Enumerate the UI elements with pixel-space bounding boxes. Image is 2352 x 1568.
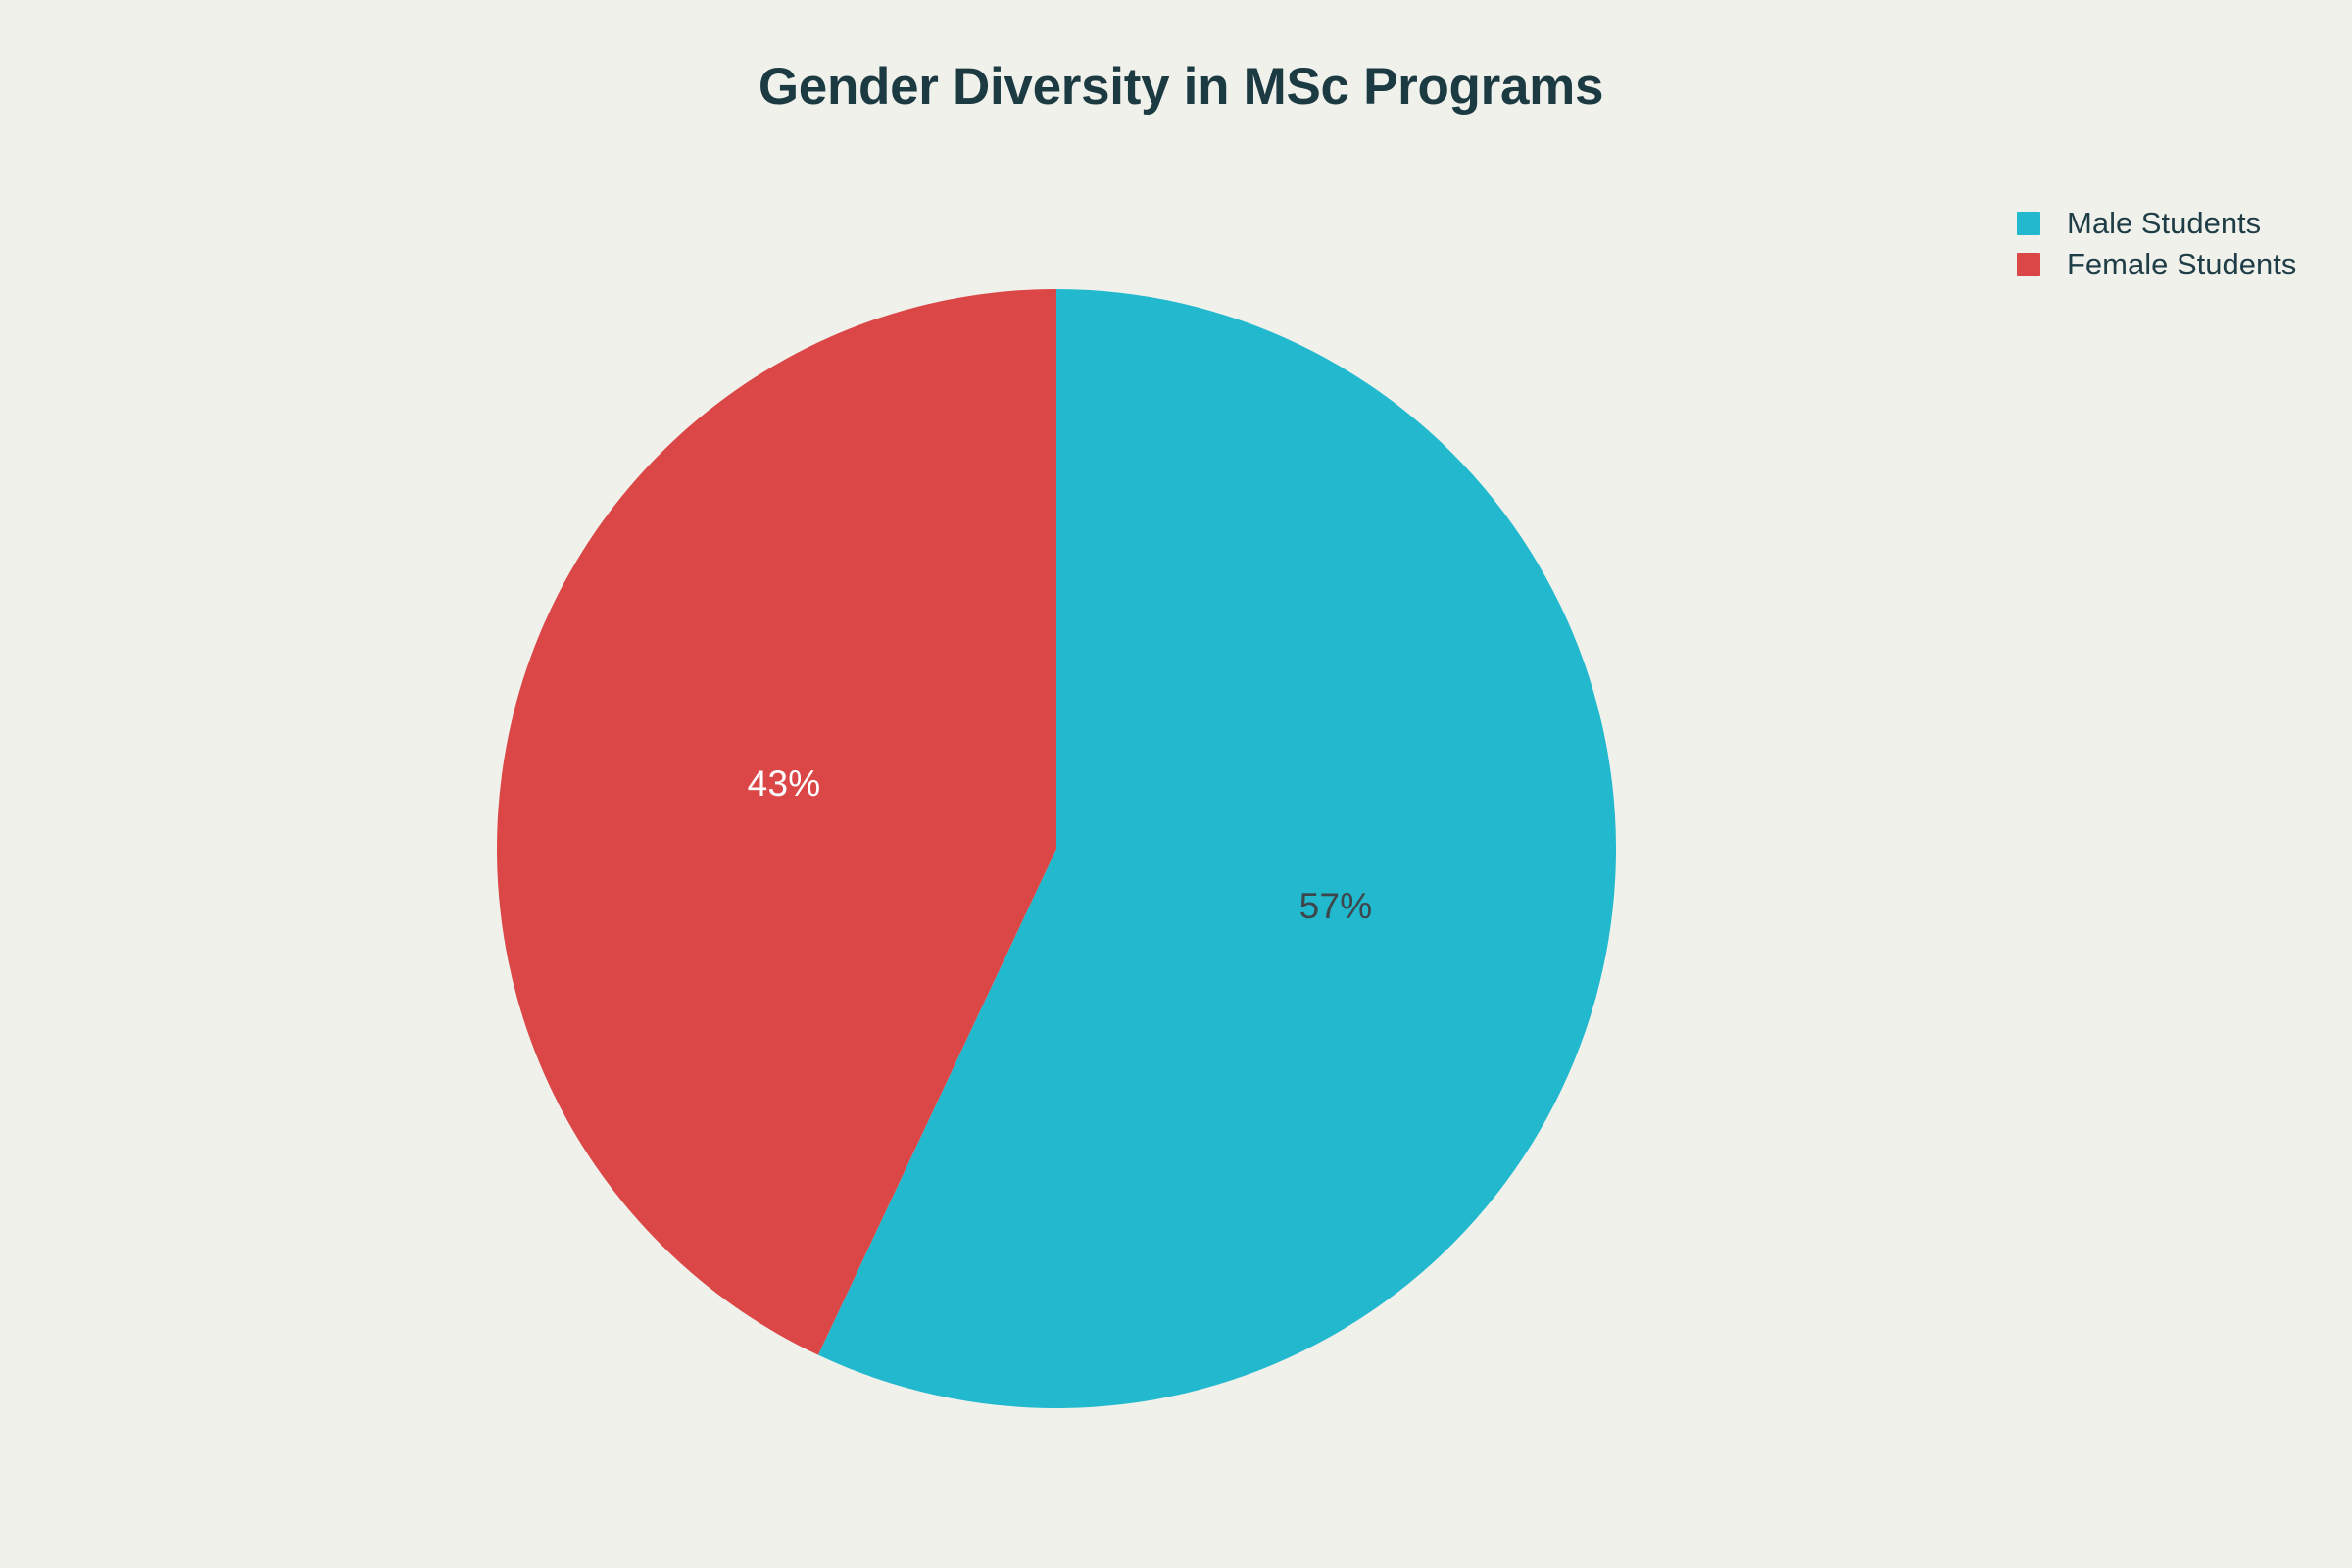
legend-item-male-students[interactable]: Male Students	[2017, 207, 2296, 239]
pie-slice-male-students[interactable]	[817, 289, 1616, 1408]
legend-label-male-students: Male Students	[2067, 206, 2262, 240]
legend-swatch-female-icon	[2017, 252, 2040, 276]
pie-slice-female-students[interactable]	[497, 289, 1057, 1355]
pie-plot-area	[497, 289, 1616, 1408]
chart-title: Gender Diversity in MSc Programs	[758, 58, 1604, 116]
legend-item-female-students[interactable]: Female Students	[2017, 248, 2296, 280]
chart-legend: Male Students Female Students	[2017, 207, 2296, 280]
legend-label-female-students: Female Students	[2067, 247, 2297, 281]
pie-svg	[497, 289, 1616, 1408]
pie-slice-value-male-students: 57%	[1298, 886, 1373, 926]
legend-swatch-male-icon	[2017, 211, 2040, 235]
pie-slice-value-female-students: 43%	[747, 763, 821, 804]
